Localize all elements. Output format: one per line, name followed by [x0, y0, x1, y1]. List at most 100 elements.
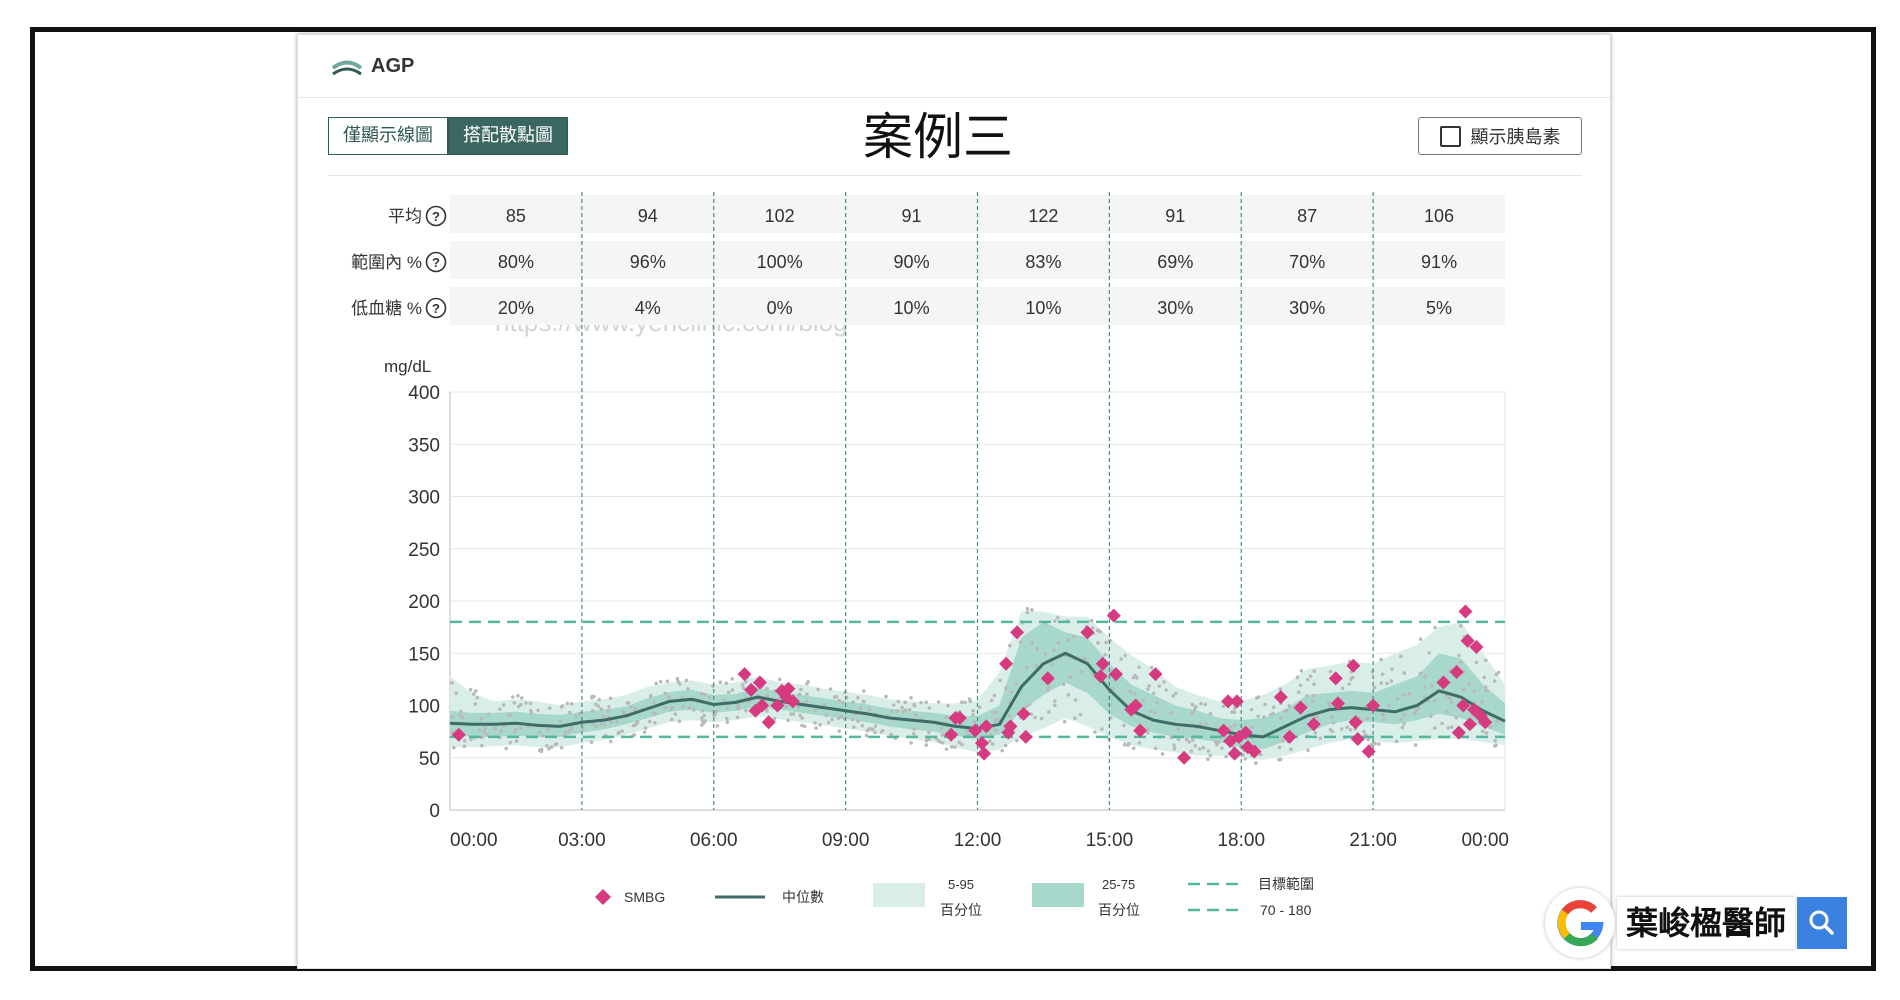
cgm-dot	[1203, 702, 1208, 707]
cgm-dot	[804, 699, 809, 704]
cgm-dot	[1089, 618, 1094, 623]
cgm-dot	[1423, 685, 1427, 689]
cgm-dot	[569, 701, 574, 706]
cgm-dot	[1445, 709, 1450, 714]
cgm-dot	[1311, 699, 1315, 704]
cgm-dot	[608, 739, 613, 744]
cgm-dot	[822, 702, 827, 707]
cgm-dot	[1004, 686, 1008, 691]
stats-cell: 69%	[1157, 252, 1193, 272]
smbg-point	[1148, 667, 1163, 682]
legend-band-5-95-swatch	[873, 883, 925, 907]
cgm-dot	[824, 713, 829, 718]
cgm-dot	[1194, 704, 1198, 709]
cgm-dot	[1190, 702, 1195, 707]
search-button[interactable]	[1797, 897, 1847, 949]
smbg-point	[1361, 744, 1376, 759]
cgm-dot	[607, 704, 611, 709]
cgm-dot	[653, 712, 657, 716]
cgm-dot	[1062, 719, 1067, 724]
cgm-dot	[468, 687, 473, 692]
cgm-dot	[601, 715, 606, 719]
cgm-dot	[1474, 660, 1479, 665]
cgm-dot	[730, 688, 735, 692]
cgm-dot	[1220, 746, 1224, 750]
cgm-dot	[654, 681, 659, 686]
cgm-dot	[1123, 653, 1128, 658]
cgm-dot	[914, 713, 918, 717]
cgm-dot	[889, 732, 893, 737]
cgm-dot	[1329, 715, 1334, 719]
card-header: AGP	[298, 35, 1610, 98]
cgm-dot	[700, 708, 705, 713]
cgm-dot	[725, 716, 729, 721]
cgm-dot	[1137, 741, 1142, 745]
legend-target-label: 70 - 180	[1260, 902, 1312, 918]
cgm-dot	[1122, 723, 1126, 728]
cgm-dot	[1485, 688, 1489, 693]
cgm-dot	[927, 706, 932, 710]
cgm-dot	[1147, 683, 1151, 688]
cgm-dot	[559, 745, 564, 750]
cgm-dot	[736, 703, 740, 707]
cgm-dot	[700, 719, 705, 723]
cgm-dot	[992, 693, 997, 698]
cgm-dot	[1446, 726, 1451, 730]
smbg-point	[1366, 698, 1381, 713]
cgm-dot	[483, 726, 488, 730]
cgm-dot	[988, 739, 992, 744]
cgm-dot	[475, 695, 480, 700]
smbg-point	[781, 681, 796, 696]
cgm-dot	[940, 740, 945, 745]
line-only-button[interactable]: 僅顯示線圖	[328, 117, 448, 155]
cgm-dot	[1206, 749, 1211, 753]
cgm-dot	[816, 687, 820, 692]
show-insulin-checkbox[interactable]: 顯示胰島素	[1418, 117, 1582, 155]
cgm-dot	[873, 730, 877, 735]
cgm-dot	[1206, 757, 1210, 762]
cgm-dot	[1389, 679, 1394, 683]
x-tick-label: 06:00	[690, 830, 738, 851]
cgm-dot	[818, 722, 822, 727]
stats-cell: 91%	[1421, 252, 1457, 272]
stats-cell: 91	[1165, 206, 1185, 226]
smbg-point	[1010, 625, 1025, 640]
cgm-dot	[964, 728, 969, 733]
cgm-dot	[567, 728, 572, 733]
cgm-dot	[1314, 715, 1319, 719]
smbg-point	[1128, 698, 1143, 713]
cgm-dot	[596, 704, 601, 709]
scatter-button[interactable]: 搭配散點圖	[448, 117, 568, 155]
cgm-dot	[653, 720, 657, 725]
legend-band-5-95-label: 5-95	[948, 877, 974, 892]
smbg-point	[1229, 694, 1244, 709]
cgm-dot	[1149, 665, 1154, 670]
cgm-dot	[1305, 694, 1309, 698]
cgm-dot	[1331, 720, 1336, 725]
cgm-dot	[744, 679, 748, 684]
cgm-dot	[663, 705, 668, 710]
cgm-dot	[1061, 682, 1066, 687]
cgm-dot	[544, 743, 549, 748]
cgm-dot	[1428, 714, 1433, 718]
cgm-dot	[1327, 704, 1332, 708]
smbg-point	[1346, 658, 1361, 673]
legend-smbg-label: SMBG	[624, 889, 665, 905]
x-tick-label: 03:00	[558, 830, 606, 851]
cgm-dot	[1278, 687, 1283, 691]
cgm-dot	[949, 745, 954, 749]
cgm-dot	[960, 742, 964, 747]
cgm-dot	[797, 692, 802, 697]
cgm-dot	[1399, 717, 1403, 722]
cgm-dot	[968, 699, 973, 703]
cgm-dot	[814, 726, 818, 730]
cgm-dot	[959, 700, 964, 704]
cgm-dot	[1492, 679, 1497, 683]
cgm-dot	[1488, 725, 1493, 730]
cgm-dot	[703, 719, 708, 723]
cgm-dot	[537, 730, 542, 735]
legend-band-25-75-label: 百分位	[1098, 902, 1140, 918]
cgm-dot	[707, 695, 712, 700]
cgm-dot	[1009, 690, 1014, 694]
